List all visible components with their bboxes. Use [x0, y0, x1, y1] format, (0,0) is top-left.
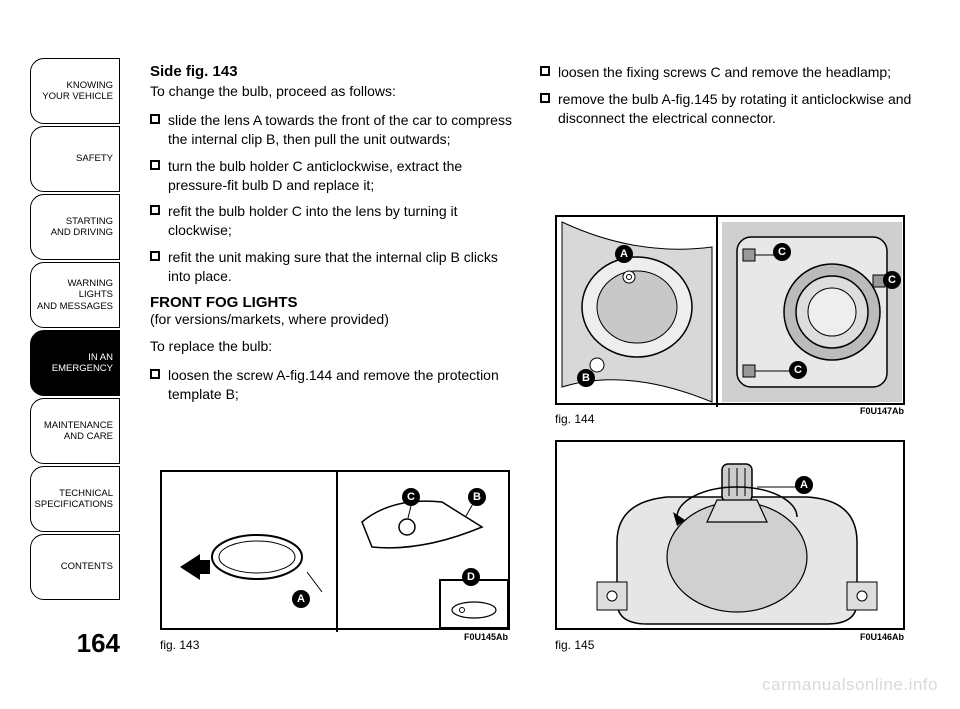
callout-letter: D	[462, 568, 480, 586]
bullet-item: loosen the screw A-fig.144 and remove th…	[150, 366, 520, 404]
bullet-text: slide the lens A towards the front of th…	[168, 111, 520, 149]
bullet-text: loosen the screw A-fig.144 and remove th…	[168, 366, 520, 404]
tab-label: YOUR VEHICLE	[42, 91, 113, 102]
tab-label: MAINTENANCE	[44, 420, 113, 431]
bullet-text: remove the bulb A-fig.145 by rotating it…	[558, 90, 920, 128]
figure-145: A	[555, 440, 905, 630]
callout-letter: C	[402, 488, 420, 506]
bullet-icon	[540, 93, 550, 103]
figure-143-svg	[162, 472, 512, 632]
subheading-fog: (for versions/markets, where provided)	[150, 311, 520, 327]
bullet-text: refit the unit making sure that the inte…	[168, 248, 520, 286]
bullet-icon	[150, 160, 160, 170]
figure-label: fig. 143	[160, 638, 199, 652]
heading-fog: FRONT FOG LIGHTS	[150, 294, 520, 311]
sidebar: KNOWING YOUR VEHICLE SAFETY STARTING AND…	[30, 58, 120, 602]
tab-starting[interactable]: STARTING AND DRIVING	[30, 194, 120, 260]
tab-label: KNOWING	[42, 80, 113, 91]
callout-letter: C	[883, 271, 901, 289]
tab-contents[interactable]: CONTENTS	[30, 534, 120, 600]
tab-emergency[interactable]: IN AN EMERGENCY	[30, 330, 120, 396]
figure-code: F0U147Ab	[860, 406, 904, 416]
bullet-icon	[150, 114, 160, 124]
paragraph: To replace the bulb:	[150, 337, 520, 356]
bullet-text: loosen the fixing screws C and remove th…	[558, 63, 920, 82]
tab-technical[interactable]: TECHNICAL SPECIFICATIONS	[30, 466, 120, 532]
tab-label: WARNING LIGHTS	[31, 278, 113, 301]
bullet-text: turn the bulb holder C anticlockwise, ex…	[168, 157, 520, 195]
bullet-item: refit the unit making sure that the inte…	[150, 248, 520, 286]
column-right: loosen the fixing screws C and remove th…	[540, 63, 920, 136]
tab-label: STARTING	[51, 216, 113, 227]
figure-145-svg	[557, 442, 907, 632]
callout-letter: C	[773, 243, 791, 261]
tab-label: IN AN	[52, 352, 113, 363]
tab-safety[interactable]: SAFETY	[30, 126, 120, 192]
callout-letter: B	[468, 488, 486, 506]
bullet-item: remove the bulb A-fig.145 by rotating it…	[540, 90, 920, 128]
bullet-icon	[150, 251, 160, 261]
bullet-item: slide the lens A towards the front of th…	[150, 111, 520, 149]
tab-label: AND CARE	[44, 431, 113, 442]
figure-label: fig. 145	[555, 638, 594, 652]
bullet-icon	[150, 369, 160, 379]
watermark: carmanualsonline.info	[762, 675, 938, 695]
bullet-item: refit the bulb holder C into the lens by…	[150, 202, 520, 240]
figure-code: F0U146Ab	[860, 632, 904, 642]
tab-label: TECHNICAL	[35, 488, 113, 499]
tab-label: AND MESSAGES	[31, 301, 113, 312]
callout-letter: C	[789, 361, 807, 379]
page-number: 164	[30, 628, 120, 659]
callout-letter: A	[615, 245, 633, 263]
tab-knowing[interactable]: KNOWING YOUR VEHICLE	[30, 58, 120, 124]
bullet-text: refit the bulb holder C into the lens by…	[168, 202, 520, 240]
bullet-item: loosen the fixing screws C and remove th…	[540, 63, 920, 82]
tab-warning[interactable]: WARNING LIGHTS AND MESSAGES	[30, 262, 120, 328]
figure-code: F0U145Ab	[464, 632, 508, 642]
callout-letter: B	[577, 369, 595, 387]
figure-143: A C B D	[160, 470, 510, 630]
tab-label: SAFETY	[76, 153, 113, 164]
bullet-icon	[540, 66, 550, 76]
paragraph: To change the bulb, proceed as follows:	[150, 82, 520, 101]
callout-letter: A	[795, 476, 813, 494]
bullet-item: turn the bulb holder C anticlockwise, ex…	[150, 157, 520, 195]
tab-maintenance[interactable]: MAINTENANCE AND CARE	[30, 398, 120, 464]
heading-side: Side fig. 143	[150, 63, 520, 80]
tab-label: AND DRIVING	[51, 227, 113, 238]
tab-label: SPECIFICATIONS	[35, 499, 113, 510]
figure-144-svg	[557, 217, 907, 407]
tab-label: EMERGENCY	[52, 363, 113, 374]
column-left: Side fig. 143 To change the bulb, procee…	[150, 63, 520, 412]
tab-label: CONTENTS	[61, 561, 113, 572]
callout-letter: A	[292, 590, 310, 608]
figure-label: fig. 144	[555, 412, 594, 426]
bullet-icon	[150, 205, 160, 215]
figure-144: A B C C C	[555, 215, 905, 405]
